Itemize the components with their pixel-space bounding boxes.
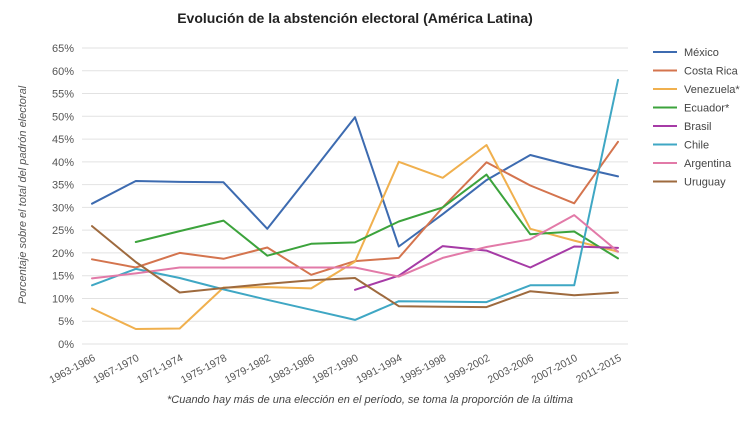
y-tick-label: 0% — [58, 339, 74, 351]
series-line-chile — [91, 78, 619, 321]
x-tick-label: 1995-1998 — [398, 352, 448, 386]
y-tick-label: 50% — [52, 111, 74, 123]
x-axis-ticks: 1963-19661967-19701971-19741975-19781979… — [47, 352, 623, 386]
legend-label-brasil: Brasil — [684, 121, 712, 133]
y-tick-label: 45% — [52, 134, 74, 146]
y-tick-label: 25% — [52, 225, 74, 237]
x-tick-label: 2011-2015 — [574, 352, 623, 386]
y-tick-label: 5% — [58, 316, 74, 328]
gridlines — [82, 47, 628, 345]
x-tick-label: 1991-1994 — [354, 352, 404, 386]
series-lines — [91, 78, 619, 330]
x-tick-label: 1975-1978 — [179, 352, 229, 386]
x-tick-label: 1979-1982 — [223, 352, 273, 386]
y-tick-label: 15% — [52, 271, 74, 283]
x-tick-label: 2003-2006 — [486, 352, 536, 386]
series-line-uruguay — [91, 225, 619, 309]
y-tick-label: 10% — [52, 293, 74, 305]
legend-label-venezuela: Venezuela* — [684, 84, 740, 96]
series-line-argentina — [91, 214, 619, 280]
series-line-mexico — [91, 116, 619, 248]
legend-label-chile: Chile — [684, 140, 709, 152]
x-tick-label: 1967-1970 — [91, 352, 141, 386]
y-tick-label: 55% — [52, 89, 74, 101]
legend-label-costa-rica: Costa Rica — [684, 66, 739, 78]
legend: México Costa Rica Venezuela* Ecuador* Brasil… — [653, 47, 740, 189]
y-tick-label: 60% — [52, 66, 74, 78]
footnote: *Cuando hay más de una elección en el pe… — [167, 394, 573, 406]
series-line-venezuela — [91, 144, 619, 330]
x-tick-label: 1963-1966 — [47, 352, 97, 386]
x-tick-label: 2007-2010 — [530, 352, 580, 386]
y-tick-label: 35% — [52, 180, 74, 192]
legend-label-uruguay: Uruguay — [684, 177, 726, 189]
legend-label-ecuador: Ecuador* — [684, 103, 730, 115]
series-line-ecuador — [134, 173, 619, 260]
y-axis-ticks: 0% 5% 10% 15% 20% 25% 30% 35% 40% 45% 50% 55% 60% 65% — [52, 43, 74, 351]
y-axis-label: Porcentaje sobre el total del padrón ele… — [17, 85, 29, 304]
x-tick-label: 1987-1990 — [310, 352, 360, 386]
y-tick-label: 30% — [52, 202, 74, 214]
legend-label-argentina: Argentina — [684, 158, 732, 170]
y-tick-label: 65% — [52, 43, 74, 55]
y-tick-label: 20% — [52, 248, 74, 260]
legend-label-mexico: México — [684, 47, 719, 59]
x-tick-label: 1999-2002 — [442, 352, 492, 386]
chart-title: Evolución de la abstención electoral (Am… — [177, 10, 533, 26]
x-tick-label: 1983-1986 — [267, 352, 317, 386]
x-tick-label: 1971-1974 — [135, 352, 185, 386]
y-tick-label: 40% — [52, 157, 74, 169]
